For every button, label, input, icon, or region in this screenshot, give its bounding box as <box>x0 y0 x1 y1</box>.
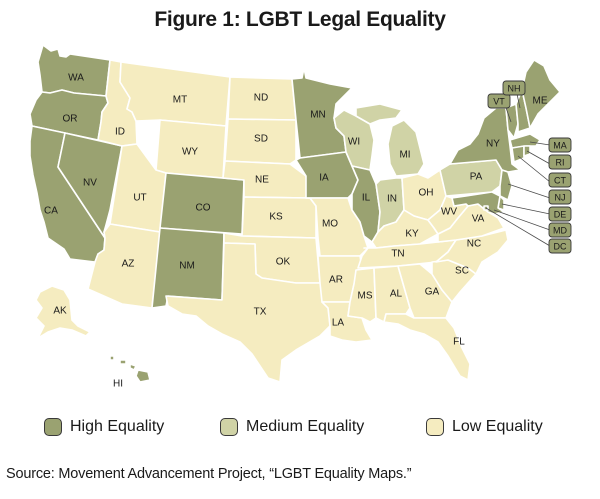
state-label-ME: ME <box>533 96 548 107</box>
state-MT[interactable] <box>119 61 231 127</box>
state-callout-box-CT <box>548 172 572 188</box>
state-label-CT: CT <box>554 176 566 186</box>
state-label-OH: OH <box>419 188 434 199</box>
state-label-LA: LA <box>332 318 345 329</box>
legend-item-low: Low Equality <box>426 418 543 436</box>
state-label-NJ: NJ <box>555 193 566 203</box>
state-MD[interactable] <box>451 191 505 215</box>
legend-label-low: Low Equality <box>452 418 543 435</box>
state-label-FL: FL <box>453 337 465 348</box>
state-label-CA: CA <box>44 206 58 217</box>
state-label-MI: MI <box>399 150 410 161</box>
state-label-NH: NH <box>508 84 521 94</box>
state-label-IN: IN <box>387 194 397 205</box>
state-label-WV: WV <box>441 207 457 218</box>
legend-swatch-low <box>426 418 444 436</box>
state-label-TX: TX <box>254 307 267 318</box>
state-label-VT: VT <box>493 97 505 107</box>
state-AK[interactable] <box>35 285 91 339</box>
state-label-NC: NC <box>467 239 481 250</box>
state-label-NY: NY <box>486 139 500 150</box>
state-label-OR: OR <box>63 114 78 125</box>
us-equality-map: WA OR CA NV ID MT WY UT CO AZ NM ND SD NE KS OK TX MN IA MO… <box>29 44 572 390</box>
state-label-GA: GA <box>425 287 440 298</box>
state-label-AK: AK <box>53 306 67 317</box>
state-labels: WA OR CA NV ID MT WY UT CO AZ NM ND SD NE KS OK TX MN IA MO… <box>44 73 572 390</box>
state-label-ND: ND <box>254 93 268 104</box>
state-callout-box-NJ <box>548 189 572 205</box>
state-WI[interactable] <box>333 109 375 171</box>
state-WA[interactable] <box>37 44 111 97</box>
state-label-CO: CO <box>196 203 211 214</box>
state-FL[interactable] <box>383 313 471 381</box>
state-label-IL: IL <box>362 193 371 204</box>
state-NJ[interactable] <box>499 169 513 201</box>
legend-label-medium: Medium Equality <box>246 418 365 435</box>
state-label-KS: KS <box>269 212 283 223</box>
state-label-WY: WY <box>182 147 198 158</box>
state-label-MO: MO <box>322 219 338 230</box>
state-callout-box-DE <box>548 206 572 222</box>
legend-swatch-medium <box>220 418 238 436</box>
state-label-DC: DC <box>554 242 567 252</box>
state-label-AZ: AZ <box>122 259 135 270</box>
state-IL[interactable] <box>351 165 381 243</box>
state-label-TN: TN <box>391 249 404 260</box>
state-callout-box-NH <box>502 80 526 96</box>
state-callout-box-DC <box>548 238 572 254</box>
legend-label-high: High Equality <box>70 418 165 435</box>
state-HI[interactable] <box>109 355 151 383</box>
state-label-IA: IA <box>319 173 329 184</box>
state-KS[interactable] <box>241 196 317 239</box>
legend-item-medium: Medium Equality <box>220 418 364 436</box>
state-label-KY: KY <box>405 229 419 240</box>
source-note: Source: Movement Advancement Project, “L… <box>6 466 412 482</box>
state-label-MS: MS <box>358 291 373 302</box>
state-MI[interactable] <box>355 103 425 177</box>
state-label-UT: UT <box>133 193 146 204</box>
state-label-MD: MD <box>553 226 567 236</box>
state-label-VA: VA <box>472 214 485 225</box>
state-label-MA: MA <box>553 141 567 151</box>
state-NC[interactable] <box>435 229 509 275</box>
state-callout-box-RI <box>548 154 572 170</box>
state-label-OK: OK <box>276 257 291 268</box>
state-label-PA: PA <box>470 172 483 183</box>
state-label-WI: WI <box>348 137 360 148</box>
state-callout-box-MD <box>548 222 572 238</box>
state-label-AL: AL <box>390 289 403 300</box>
state-SD[interactable] <box>224 118 297 165</box>
state-label-NM: NM <box>179 261 195 272</box>
state-VT[interactable] <box>505 103 519 139</box>
state-label-MT: MT <box>173 95 187 106</box>
legend-item-high: High Equality <box>44 418 164 436</box>
state-label-HI: HI <box>113 379 123 390</box>
state-label-SC: SC <box>455 266 469 277</box>
state-label-MN: MN <box>310 110 326 121</box>
figure-title: Figure 1: LGBT Legal Equality <box>154 8 446 31</box>
legend-swatch-high <box>44 418 62 436</box>
state-label-DE: DE <box>554 210 567 220</box>
state-callout-box-MA <box>548 137 572 153</box>
state-callout-box-VT <box>487 93 511 109</box>
legend: High Equality Medium Equality Low Equali… <box>0 418 600 448</box>
state-label-NV: NV <box>83 178 97 189</box>
state-callouts <box>485 93 551 247</box>
state-label-WA: WA <box>68 73 84 84</box>
state-label-SD: SD <box>254 134 268 145</box>
state-label-RI: RI <box>556 158 565 168</box>
state-label-NE: NE <box>255 175 269 186</box>
state-TX[interactable] <box>165 242 331 383</box>
state-label-ID: ID <box>115 127 125 138</box>
state-ME[interactable] <box>521 59 561 129</box>
state-label-AR: AR <box>329 275 343 286</box>
